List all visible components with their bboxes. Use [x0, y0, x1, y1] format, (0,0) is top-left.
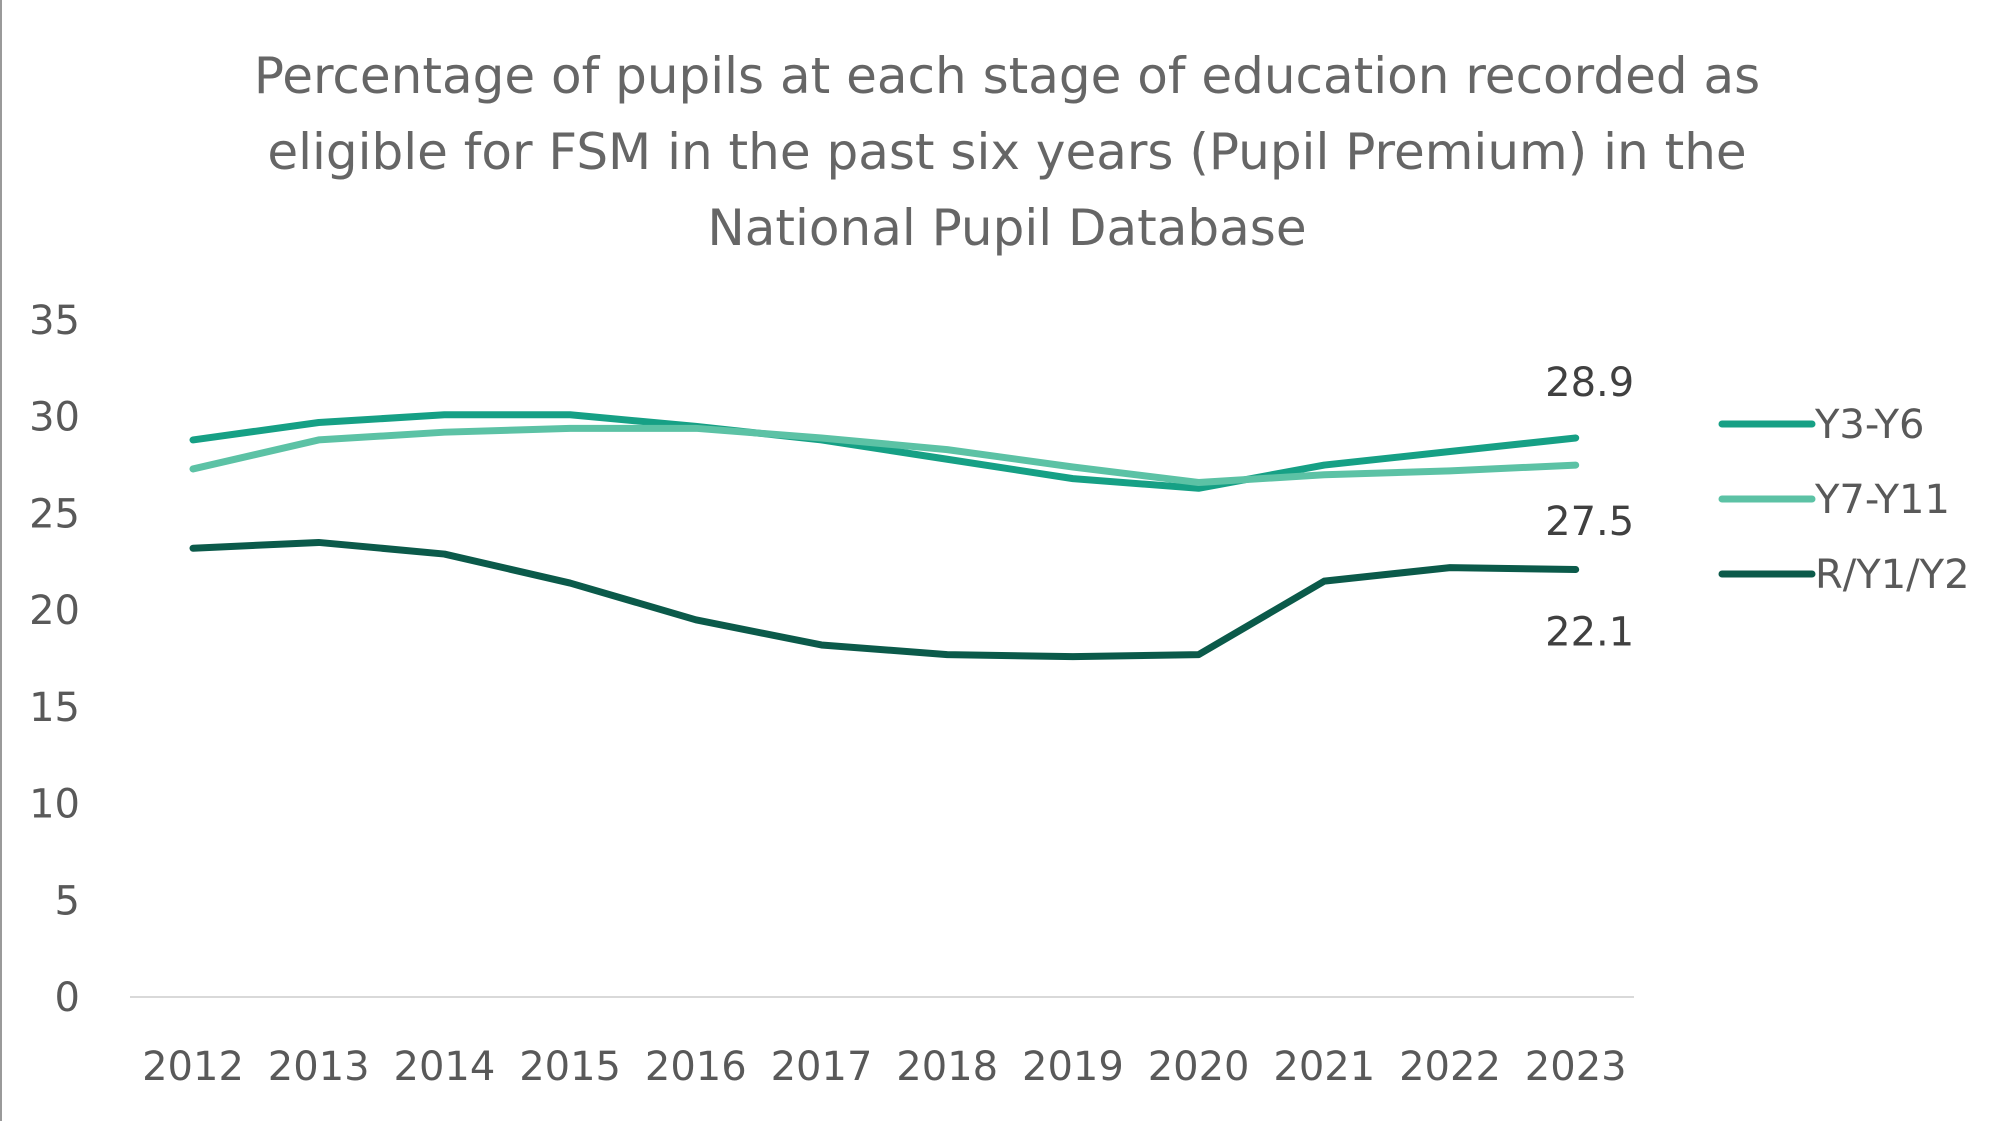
- chart-title: Percentage of pupils at each stage of ed…: [253, 47, 1761, 257]
- data-label: 22.1: [1545, 610, 1634, 656]
- data-point: [695, 427, 697, 429]
- x-tick-label: 2022: [1399, 1044, 1501, 1090]
- x-tick-label: 2018: [896, 1044, 998, 1090]
- data-point: [821, 437, 822, 439]
- y-tick-label: 15: [29, 685, 80, 731]
- data-label: 27.5: [1545, 499, 1634, 545]
- data-point: [695, 619, 697, 621]
- x-tick-label: 2017: [771, 1044, 873, 1090]
- y-tick-label: 0: [55, 975, 80, 1021]
- data-point: [318, 541, 320, 543]
- data-point: [443, 553, 445, 555]
- data-point: [1072, 656, 1074, 658]
- data-label: 28.9: [1545, 360, 1634, 406]
- data-point: [946, 449, 948, 451]
- data-point: [1072, 478, 1074, 480]
- series-line-r-y1-y2: [189, 538, 1580, 661]
- data-point: [1449, 451, 1451, 453]
- data-point: [443, 414, 445, 416]
- data-point: [1198, 654, 1200, 656]
- legend-label: R/Y1/Y2: [1815, 552, 1970, 598]
- data-point: [946, 458, 948, 460]
- x-tick-label: 2023: [1525, 1044, 1627, 1090]
- data-point: [1323, 464, 1325, 466]
- legend-label: Y3-Y6: [1814, 402, 1924, 448]
- data-point: [569, 427, 571, 429]
- x-tick-label: 2014: [394, 1044, 496, 1090]
- data-point: [821, 644, 822, 646]
- data-point: [1323, 474, 1325, 476]
- data-point: [443, 431, 445, 433]
- data-point: [192, 547, 194, 549]
- data-point: [1575, 437, 1577, 439]
- series-line-y3-y6: [189, 411, 1580, 492]
- data-point: [1449, 470, 1451, 472]
- y-tick-label: 5: [55, 878, 80, 924]
- series-line-y7-y11: [189, 424, 1580, 486]
- x-tick-label: 2020: [1148, 1044, 1250, 1090]
- data-point: [1575, 569, 1577, 571]
- x-tick-label: 2021: [1273, 1044, 1375, 1090]
- y-tick-label: 30: [29, 395, 80, 441]
- data-point: [192, 468, 194, 470]
- data-point: [318, 439, 320, 441]
- data-point: [1323, 580, 1325, 582]
- legend-label: Y7-Y11: [1814, 477, 1950, 523]
- data-point: [569, 414, 571, 416]
- y-tick-label: 35: [29, 298, 80, 344]
- x-tick-label: 2016: [645, 1044, 747, 1090]
- data-point: [1575, 464, 1577, 466]
- data-point: [318, 422, 320, 424]
- data-point: [1449, 567, 1451, 569]
- data-point: [1072, 466, 1074, 468]
- x-tick-label: 2015: [519, 1044, 621, 1090]
- x-tick-label: 2012: [142, 1044, 244, 1090]
- y-tick-label: 25: [29, 491, 80, 537]
- y-tick-label: 10: [29, 782, 80, 828]
- data-point: [192, 439, 194, 441]
- x-tick-label: 2013: [268, 1044, 370, 1090]
- y-tick-label: 20: [29, 588, 80, 634]
- data-point: [946, 654, 948, 656]
- data-point: [1198, 487, 1200, 489]
- data-point: [1198, 481, 1200, 483]
- x-tick-label: 2019: [1022, 1044, 1124, 1090]
- data-point: [569, 582, 571, 584]
